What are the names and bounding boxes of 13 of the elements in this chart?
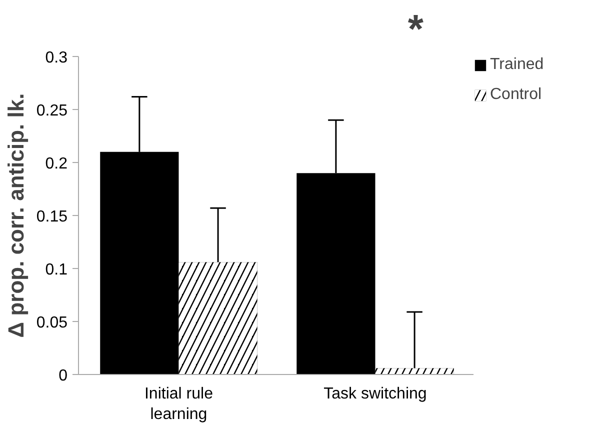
legend-label: Trained — [490, 56, 544, 74]
y-tick-label: 0.05 — [36, 314, 68, 332]
y-tick-label: 0.2 — [45, 156, 68, 172]
y-tick-label: 0.25 — [36, 102, 68, 120]
y-axis-title: Δ prop. corr. anticip. lk. — [3, 93, 28, 338]
x-tick-label: Task switching — [324, 386, 427, 402]
x-tick-label: Initial rule learning — [144, 386, 214, 423]
y-tick-label: 0.3 — [45, 50, 68, 66]
y-tick-label: 0.1 — [45, 262, 68, 278]
y-tick-label: 0.15 — [36, 208, 68, 226]
y-tick-label: 0 — [58, 368, 68, 384]
legend-label: Control — [490, 86, 542, 104]
text: * — [408, 8, 424, 52]
